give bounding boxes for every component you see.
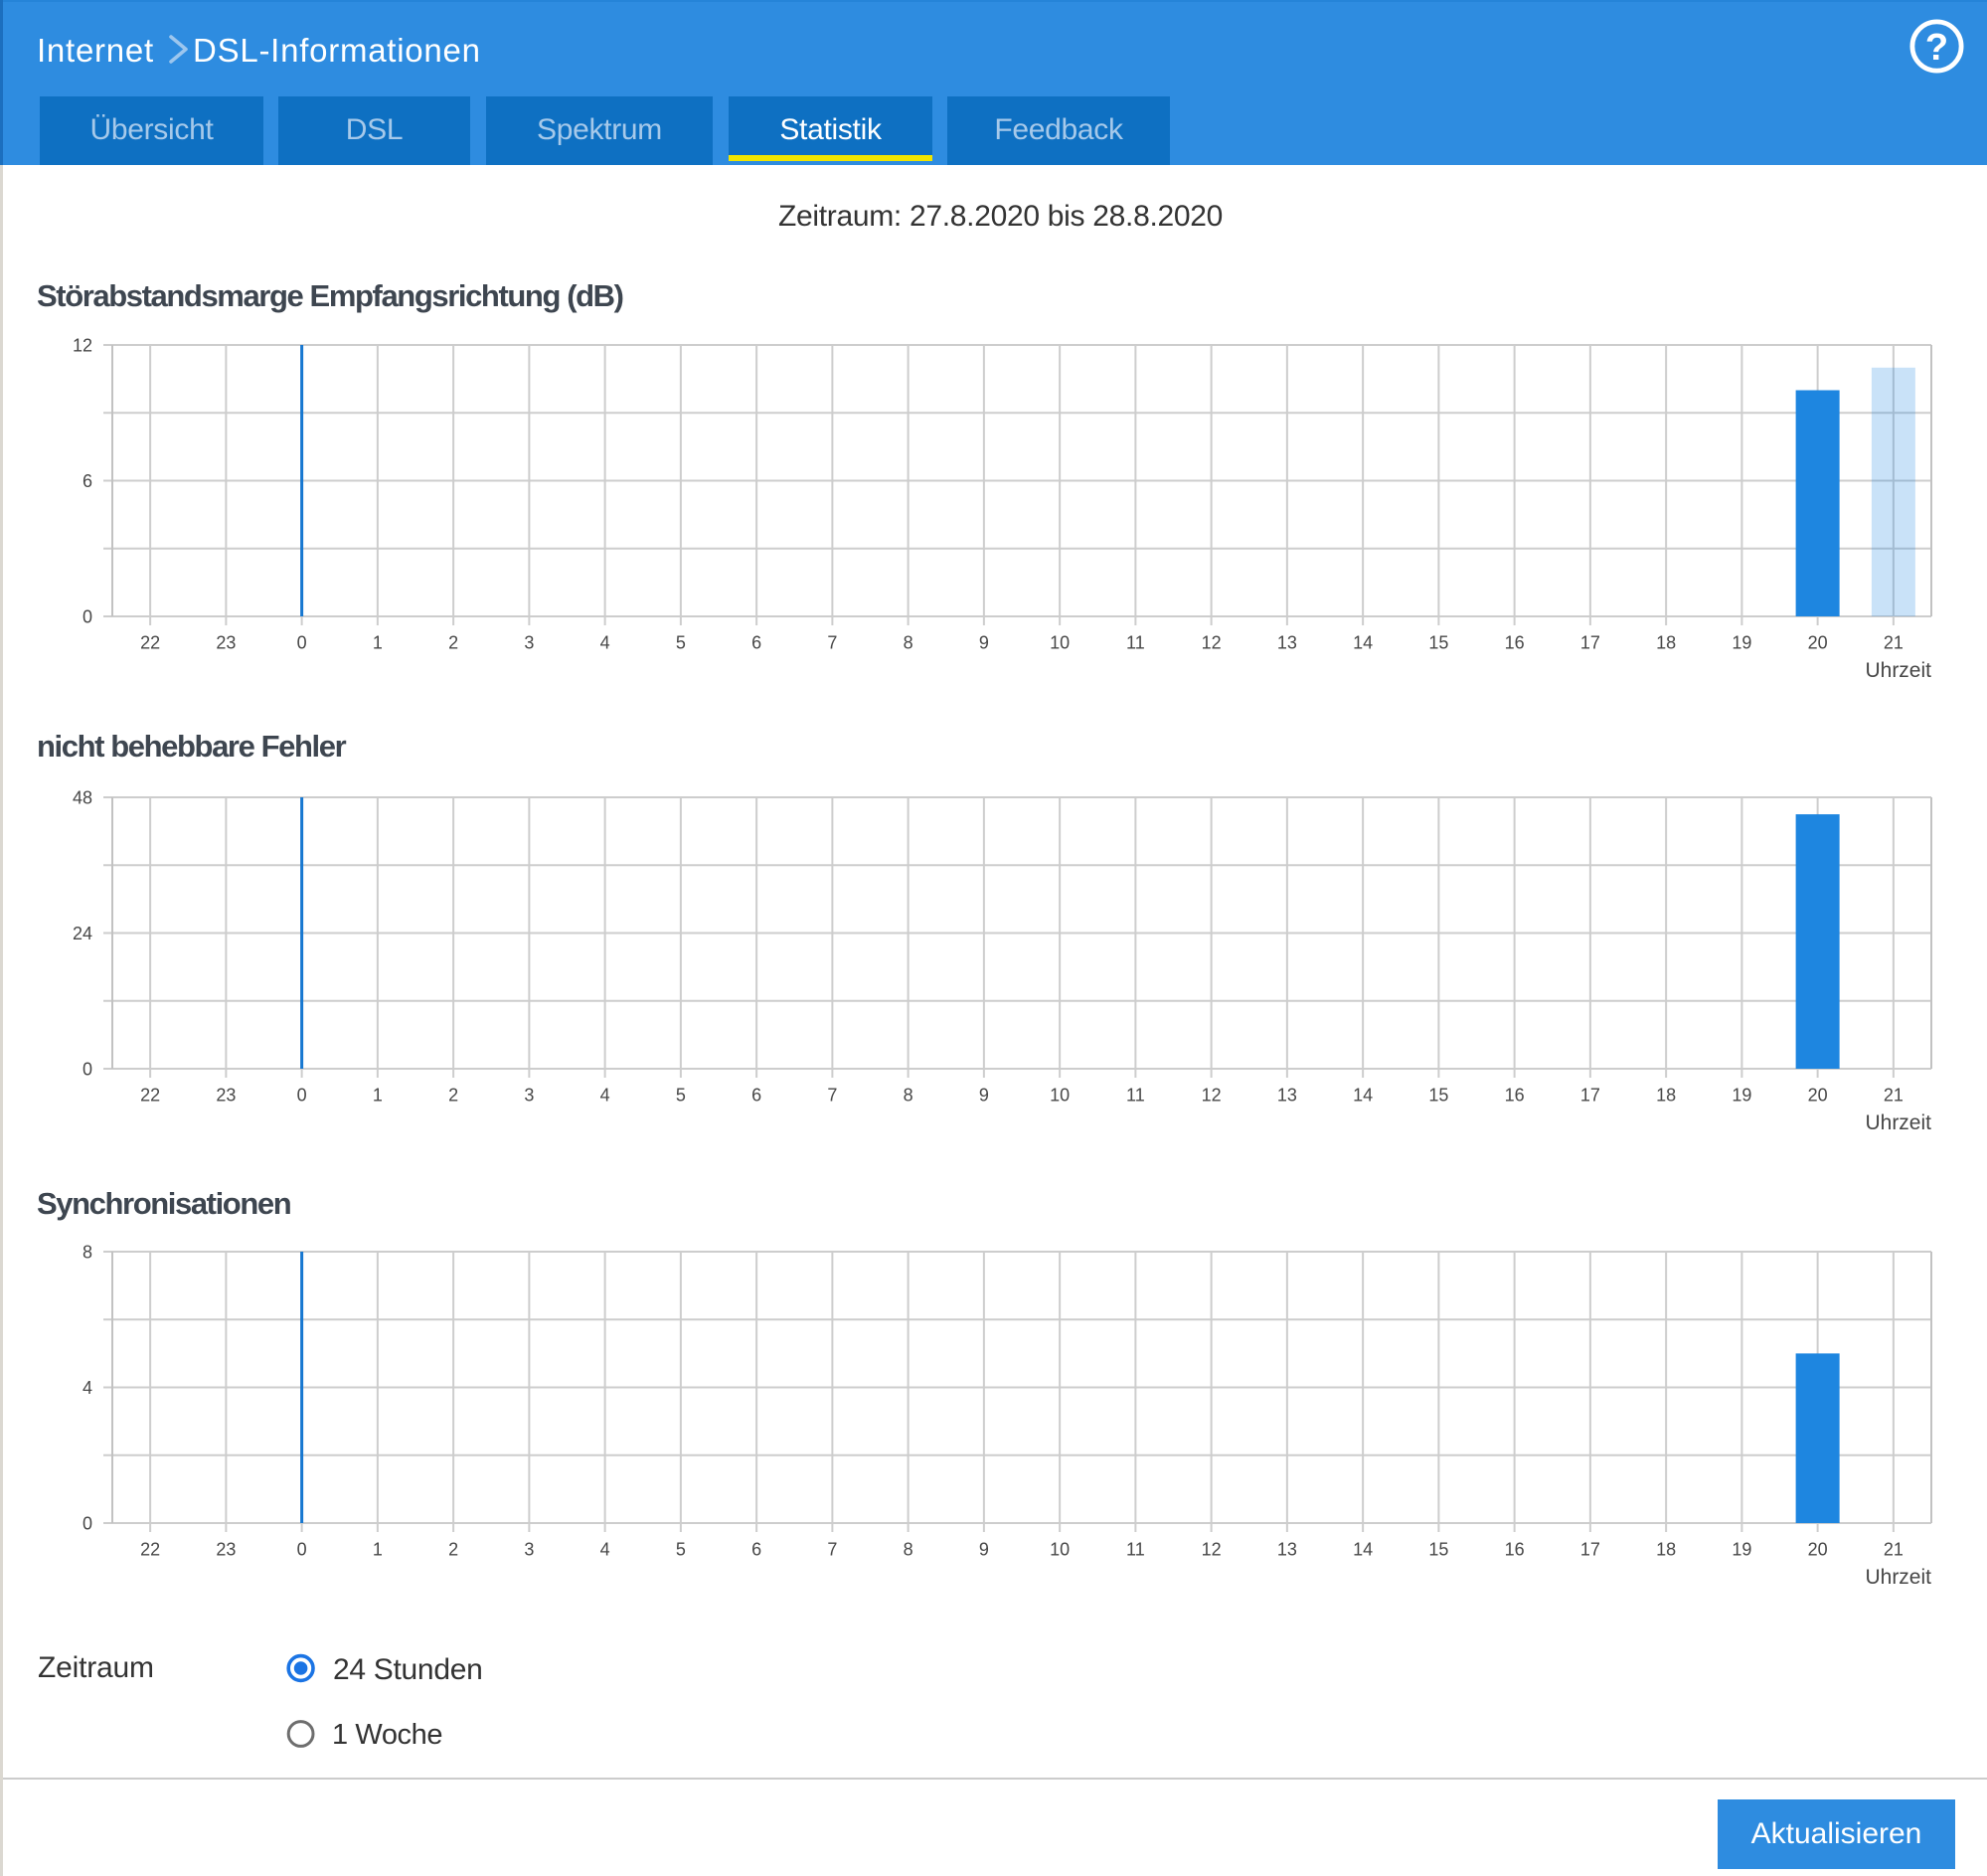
svg-text:8: 8 (904, 1539, 913, 1559)
svg-text:17: 17 (1580, 1085, 1600, 1105)
svg-text:17: 17 (1580, 632, 1600, 652)
svg-text:Uhrzeit: Uhrzeit (1865, 1566, 1931, 1589)
svg-text:10: 10 (1050, 1539, 1070, 1559)
svg-text:20: 20 (1808, 1085, 1828, 1105)
svg-text:0: 0 (297, 632, 307, 652)
svg-text:4: 4 (83, 1378, 92, 1398)
svg-text:23: 23 (216, 632, 236, 652)
svg-text:12: 12 (73, 335, 92, 355)
svg-text:48: 48 (73, 787, 92, 807)
svg-text:16: 16 (1505, 632, 1525, 652)
svg-text:16: 16 (1505, 1539, 1525, 1559)
svg-text:12: 12 (1202, 1539, 1222, 1559)
svg-text:4: 4 (600, 1539, 610, 1559)
svg-text:9: 9 (979, 1539, 989, 1559)
svg-text:9: 9 (979, 632, 989, 652)
svg-text:21: 21 (1884, 632, 1904, 652)
svg-text:24: 24 (73, 924, 92, 943)
svg-text:17: 17 (1580, 1539, 1600, 1559)
svg-text:22: 22 (140, 1085, 160, 1105)
svg-text:8: 8 (904, 1085, 913, 1105)
svg-text:6: 6 (751, 632, 761, 652)
svg-text:18: 18 (1656, 1085, 1676, 1105)
svg-text:2: 2 (448, 1085, 458, 1105)
svg-text:2: 2 (448, 1539, 458, 1559)
svg-text:14: 14 (1353, 632, 1373, 652)
svg-text:13: 13 (1277, 632, 1297, 652)
svg-text:1: 1 (373, 632, 383, 652)
svg-text:20: 20 (1808, 632, 1828, 652)
svg-text:5: 5 (676, 1085, 686, 1105)
svg-text:6: 6 (751, 1085, 761, 1105)
svg-text:20: 20 (1808, 1539, 1828, 1559)
svg-text:7: 7 (827, 632, 837, 652)
svg-text:23: 23 (216, 1085, 236, 1105)
svg-text:19: 19 (1732, 632, 1751, 652)
svg-text:22: 22 (140, 632, 160, 652)
svg-text:19: 19 (1732, 1085, 1751, 1105)
svg-text:3: 3 (524, 1539, 534, 1559)
svg-text:21: 21 (1884, 1539, 1904, 1559)
svg-text:13: 13 (1277, 1539, 1297, 1559)
svg-text:14: 14 (1353, 1085, 1373, 1105)
svg-text:4: 4 (600, 632, 610, 652)
svg-text:0: 0 (83, 1513, 92, 1533)
svg-text:1: 1 (373, 1539, 383, 1559)
svg-text:7: 7 (827, 1539, 837, 1559)
svg-text:19: 19 (1732, 1539, 1751, 1559)
svg-text:12: 12 (1202, 1085, 1222, 1105)
svg-text:1: 1 (373, 1085, 383, 1105)
svg-text:15: 15 (1428, 1539, 1448, 1559)
svg-text:21: 21 (1884, 1085, 1904, 1105)
svg-text:0: 0 (83, 1059, 92, 1079)
svg-text:5: 5 (676, 1539, 686, 1559)
svg-text:0: 0 (83, 606, 92, 626)
svg-text:16: 16 (1505, 1085, 1525, 1105)
svg-text:3: 3 (524, 1085, 534, 1105)
svg-text:6: 6 (751, 1539, 761, 1559)
svg-text:Uhrzeit: Uhrzeit (1865, 1111, 1931, 1134)
svg-text:6: 6 (83, 471, 92, 491)
svg-text:12: 12 (1202, 632, 1222, 652)
svg-text:18: 18 (1656, 1539, 1676, 1559)
svg-text:18: 18 (1656, 632, 1676, 652)
svg-text:14: 14 (1353, 1539, 1373, 1559)
svg-text:3: 3 (524, 632, 534, 652)
svg-text:8: 8 (904, 632, 913, 652)
svg-text:11: 11 (1126, 1085, 1145, 1105)
svg-text:8: 8 (83, 1242, 92, 1262)
svg-text:2: 2 (448, 632, 458, 652)
svg-text:7: 7 (827, 1085, 837, 1105)
svg-text:11: 11 (1126, 1539, 1145, 1559)
svg-text:23: 23 (216, 1539, 236, 1559)
svg-text:?: ? (1925, 27, 1948, 69)
svg-text:10: 10 (1050, 1085, 1070, 1105)
svg-text:10: 10 (1050, 632, 1070, 652)
svg-text:4: 4 (600, 1085, 610, 1105)
svg-text:Uhrzeit: Uhrzeit (1865, 659, 1931, 682)
svg-text:15: 15 (1428, 1085, 1448, 1105)
svg-text:5: 5 (676, 632, 686, 652)
svg-text:0: 0 (297, 1539, 307, 1559)
svg-text:9: 9 (979, 1085, 989, 1105)
svg-text:22: 22 (140, 1539, 160, 1559)
svg-text:11: 11 (1126, 632, 1145, 652)
svg-text:13: 13 (1277, 1085, 1297, 1105)
svg-text:15: 15 (1428, 632, 1448, 652)
svg-text:0: 0 (297, 1085, 307, 1105)
